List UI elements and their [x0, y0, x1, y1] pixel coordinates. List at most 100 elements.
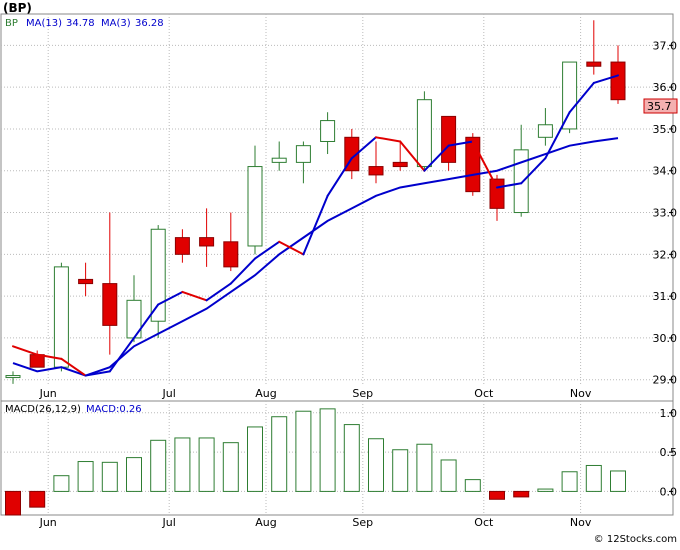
macd-y-tick-label: 1.0: [660, 407, 678, 420]
legend-macd-value: MACD:0.26: [86, 404, 142, 415]
macd-bar-positive: [440, 459, 457, 492]
ma3-segment: [399, 140, 426, 172]
macd-bar-positive: [295, 410, 312, 492]
ma3-segment: [12, 345, 39, 356]
macd-y-tick-label: 0.5: [660, 446, 678, 459]
candle-body-up: [537, 124, 553, 138]
macd-x-tick-label: Jul: [162, 516, 176, 529]
candle-body-down: [392, 161, 408, 168]
macd-bars: [5, 408, 626, 516]
last-price-label: 35.7: [647, 100, 672, 113]
legend-ticker: BP: [5, 18, 18, 29]
candle-body-up: [416, 99, 432, 168]
legend-ma3-label: MA(3): [101, 18, 131, 29]
price-y-tick-label: 30.0: [653, 332, 678, 345]
moving-averages: [12, 74, 619, 377]
chart-title: (BP): [3, 1, 32, 15]
ma3-segment: [423, 144, 450, 172]
candle-body-up: [562, 61, 578, 130]
ma3-segment: [471, 140, 498, 189]
macd-bar-positive: [585, 464, 602, 492]
candle-body-down: [586, 61, 602, 67]
macd-x-tick-label: Jun: [39, 516, 57, 529]
ma3-segment: [592, 74, 619, 84]
price-x-tick-label: Aug: [255, 387, 276, 400]
macd-bar-positive: [464, 479, 481, 492]
macd-bar-positive: [561, 471, 578, 492]
macd-bar-positive: [150, 439, 167, 492]
macd-bar-positive: [198, 437, 215, 492]
price-x-tick-label: Sep: [352, 387, 373, 400]
ma3-segment: [36, 353, 63, 360]
macd-bar-positive: [271, 416, 288, 492]
price-y-tick-label: 32.0: [653, 248, 678, 261]
macd-x-tick-label: Oct: [474, 516, 494, 529]
candle-body-up: [150, 228, 166, 322]
candle-body-down: [102, 283, 118, 326]
macd-bar-positive: [416, 443, 433, 492]
ma3-segment: [375, 136, 402, 143]
macd-bar-positive: [343, 424, 360, 492]
ma3-segment: [520, 157, 547, 185]
last-price-badge: [643, 98, 678, 114]
ma3-segment: [447, 140, 474, 147]
macd-bar-positive: [53, 475, 70, 492]
ma3-segment: [350, 136, 377, 160]
candle-body-up: [53, 266, 69, 368]
ma3-segment: [496, 182, 523, 189]
macd-bar-negative: [29, 490, 46, 508]
macd-bar-negative: [513, 490, 530, 498]
ma3-segment: [108, 336, 135, 373]
candle-body-down: [368, 166, 384, 176]
price-y-tick-label: 29.0: [653, 374, 678, 387]
macd-bar-positive: [368, 438, 384, 492]
ma3-segment: [181, 290, 208, 302]
axis-labels: 29.0 30.0 31.0 32.0 33.0 34.0 35.0 36.0 37.0 0.0 0…: [39, 39, 677, 529]
ma3-segment: [254, 240, 281, 260]
candle-body-up: [271, 157, 287, 163]
ma3-segment: [84, 370, 111, 377]
price-y-tick-label: 35.0: [653, 123, 678, 136]
ma3-segment: [278, 240, 305, 256]
macd-bar-positive: [247, 426, 263, 492]
price-y-tick-label: 31.0: [653, 290, 678, 303]
ma3-segment: [60, 357, 87, 377]
macd-bar-positive: [222, 442, 239, 492]
ma3-segment: [302, 194, 329, 256]
macd-bar-negative: [5, 490, 21, 516]
ma3-segment: [229, 257, 256, 285]
macd-bar-positive: [77, 461, 94, 492]
candle-body-down: [489, 178, 505, 209]
candle-body-down: [29, 354, 45, 368]
price-x-tick-label: Jun: [39, 387, 57, 400]
macd-bar-positive: [101, 461, 118, 492]
ma3-segment: [205, 282, 232, 302]
macd-bar-positive: [537, 488, 554, 492]
legend-ma13-value: 34.78: [66, 18, 95, 29]
price-x-tick-label: Oct: [474, 387, 494, 400]
candle-body-up: [513, 149, 529, 214]
macd-bar-positive: [392, 449, 409, 492]
candle-body-down: [223, 241, 239, 268]
macd-bar-negative: [489, 490, 505, 500]
candle-body-down: [610, 61, 626, 101]
price-y-tick-label: 37.0: [653, 39, 678, 52]
macd-x-tick-label: Nov: [570, 516, 592, 529]
candle-body-up: [5, 375, 21, 379]
candle-body-down: [199, 237, 215, 247]
ma3-segment: [157, 290, 184, 306]
watermark: © 12Stocks.com: [594, 534, 677, 545]
macd-bar-positive: [319, 408, 336, 492]
candle-body-up: [320, 120, 336, 142]
candle-body-down: [78, 278, 94, 285]
price-y-tick-label: 33.0: [653, 207, 678, 220]
macd-panel-frame: [0, 400, 674, 516]
macd-x-tick-label: Aug: [255, 516, 276, 529]
ma3-segment: [326, 157, 353, 197]
ma3-segment: [568, 81, 595, 114]
ma3-segment: [133, 303, 160, 339]
candle-body-down: [441, 115, 457, 163]
macd-bar-positive: [174, 437, 191, 492]
